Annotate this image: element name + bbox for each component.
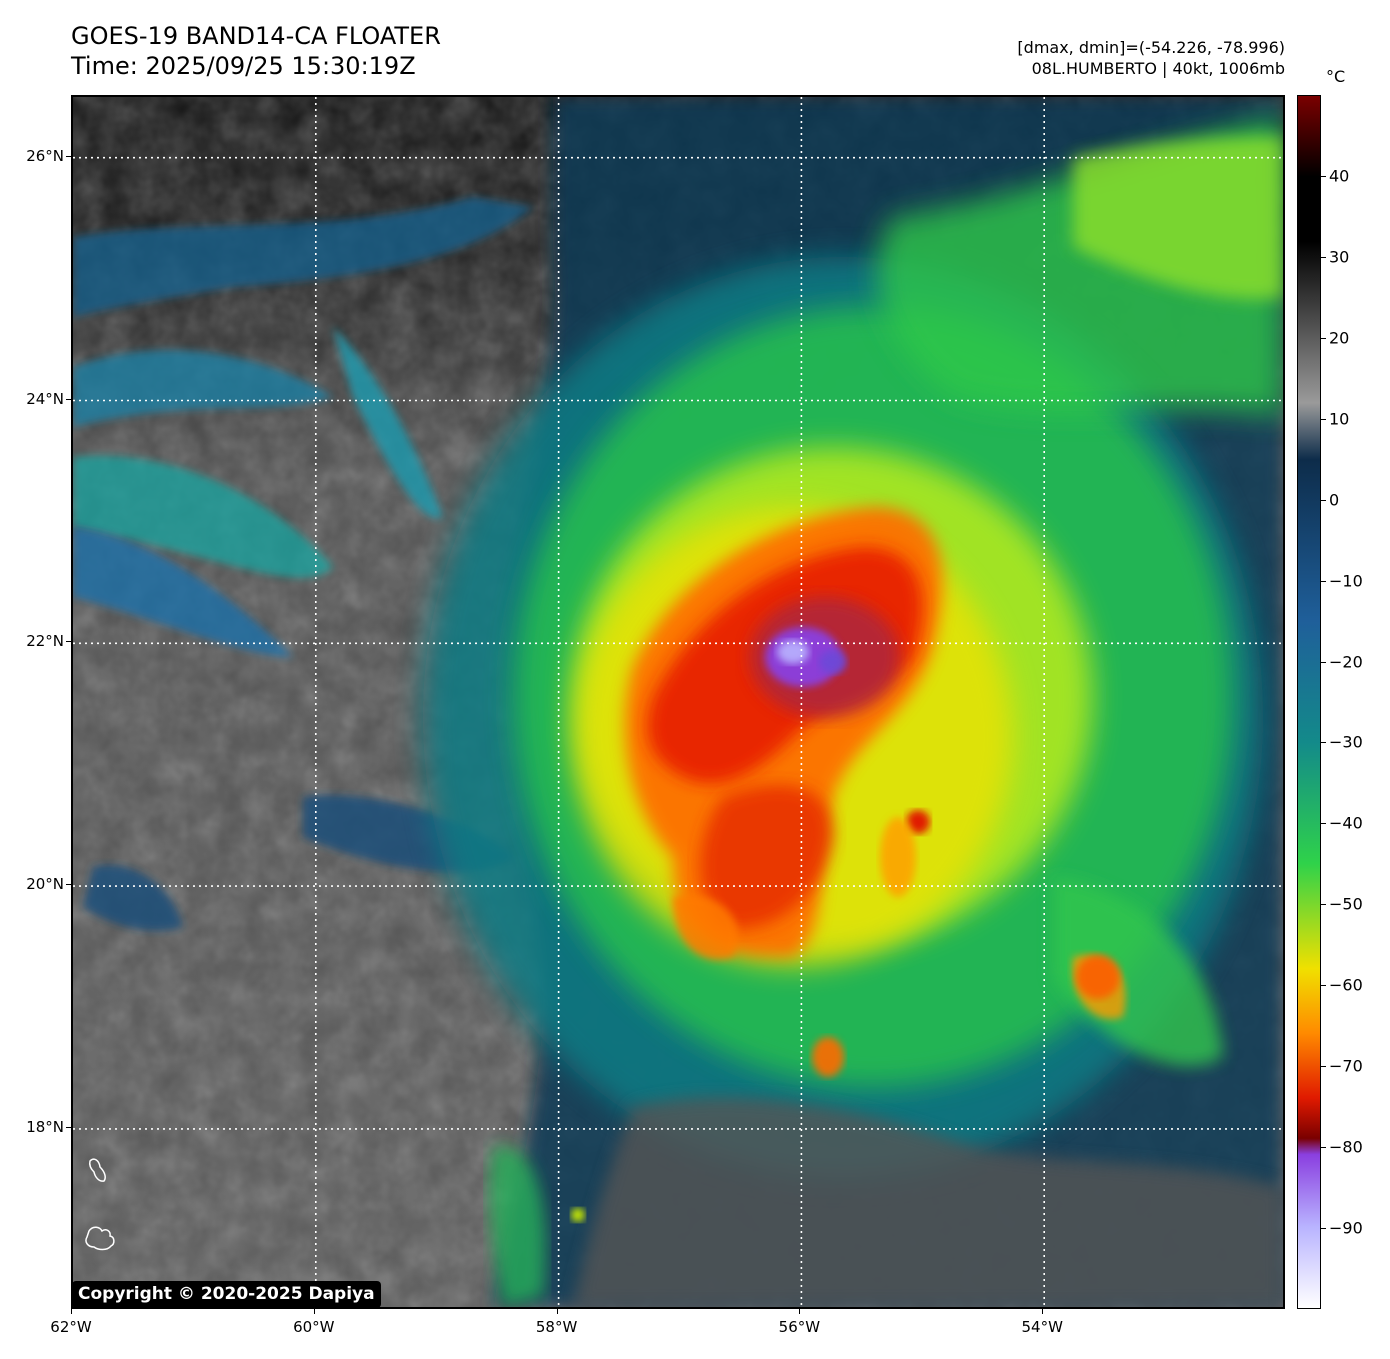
y-tick-mark — [66, 398, 71, 400]
x-tick-label: 56°W — [778, 1318, 821, 1336]
colorbar-tick-label: 10 — [1329, 409, 1350, 429]
colorbar-tick-mark — [1321, 823, 1326, 825]
timestamp-title: Time: 2025/09/25 15:30:19Z — [71, 52, 416, 80]
x-tick-mark — [799, 1309, 801, 1314]
colorbar-tick-mark — [1321, 256, 1326, 258]
x-tick-label: 60°W — [293, 1318, 335, 1336]
x-tick-mark — [313, 1309, 315, 1314]
colorbar-tick-mark — [1321, 337, 1326, 339]
x-tick-label: 58°W — [535, 1318, 578, 1336]
colorbar-tick-mark — [1321, 1066, 1326, 1068]
colorbar-tick-mark — [1321, 418, 1326, 420]
colorbar-tick-label: −80 — [1329, 1137, 1363, 1157]
colorbar-tick-label: 30 — [1329, 247, 1350, 267]
colorbar-tick-label: −50 — [1329, 894, 1363, 914]
y-tick-mark — [66, 884, 71, 886]
colorbar-tick-label: 0 — [1329, 490, 1340, 510]
colorbar-tick-mark — [1321, 175, 1326, 177]
colorbar-tick-label: −10 — [1329, 571, 1363, 591]
y-tick-label: 20°N — [26, 875, 64, 894]
colorbar-tick-label: −30 — [1329, 732, 1363, 752]
colorbar-tick-mark — [1321, 742, 1326, 744]
colorbar-tick-label: −20 — [1329, 652, 1363, 672]
colorbar-tick-label: −70 — [1329, 1056, 1363, 1076]
y-tick-label: 26°N — [26, 146, 64, 165]
colorbar-tick-mark — [1321, 1147, 1326, 1149]
x-tick-label: 62°W — [50, 1318, 92, 1336]
island-north-outline — [89, 1158, 106, 1182]
colorbar-tick-mark — [1321, 499, 1326, 501]
colorbar-tick-label: −40 — [1329, 813, 1363, 833]
y-tick-mark — [66, 155, 71, 157]
colorbar-tick-label: 40 — [1329, 166, 1350, 186]
y-tick-mark — [66, 641, 71, 643]
storm-info: 08L.HUMBERTO | 40kt, 1006mb — [1031, 59, 1285, 78]
colorbar-tick-mark — [1321, 904, 1326, 906]
x-tick-mark — [1042, 1309, 1044, 1314]
temperature-colorbar — [1297, 95, 1321, 1309]
colorbar-tick-label: 20 — [1329, 328, 1350, 348]
y-tick-label: 22°N — [26, 632, 64, 651]
x-tick-mark — [556, 1309, 558, 1314]
temperature-range-info: [dmax, dmin]=(-54.226, -78.996) — [1017, 38, 1285, 57]
colorbar-tick-label: −60 — [1329, 975, 1363, 995]
colorbar-tick-mark — [1321, 661, 1326, 663]
x-tick-mark — [71, 1309, 72, 1314]
cloud-cover — [73, 97, 1283, 1307]
lat-lon-gridlines — [73, 97, 1283, 1307]
y-tick-label: 18°N — [26, 1117, 64, 1136]
island-outlines — [85, 1158, 115, 1251]
colorbar-tick-mark — [1321, 580, 1326, 582]
product-title: GOES-19 BAND14-CA FLOATER — [71, 22, 441, 50]
colorbar-tick-label: −90 — [1329, 1218, 1363, 1238]
satellite-map[interactable] — [71, 95, 1285, 1309]
colorbar-tick-mark — [1321, 1228, 1326, 1230]
satellite-image — [73, 97, 1283, 1307]
y-tick-label: 24°N — [26, 389, 64, 408]
copyright-label: Copyright © 2020-2025 Dapiya — [72, 1281, 381, 1308]
x-tick-label: 54°W — [1021, 1318, 1063, 1336]
colorbar-tick-mark — [1321, 985, 1326, 987]
y-tick-mark — [66, 1126, 71, 1128]
colorbar-unit-label: °C — [1326, 67, 1346, 86]
island-south-outline — [85, 1226, 115, 1251]
